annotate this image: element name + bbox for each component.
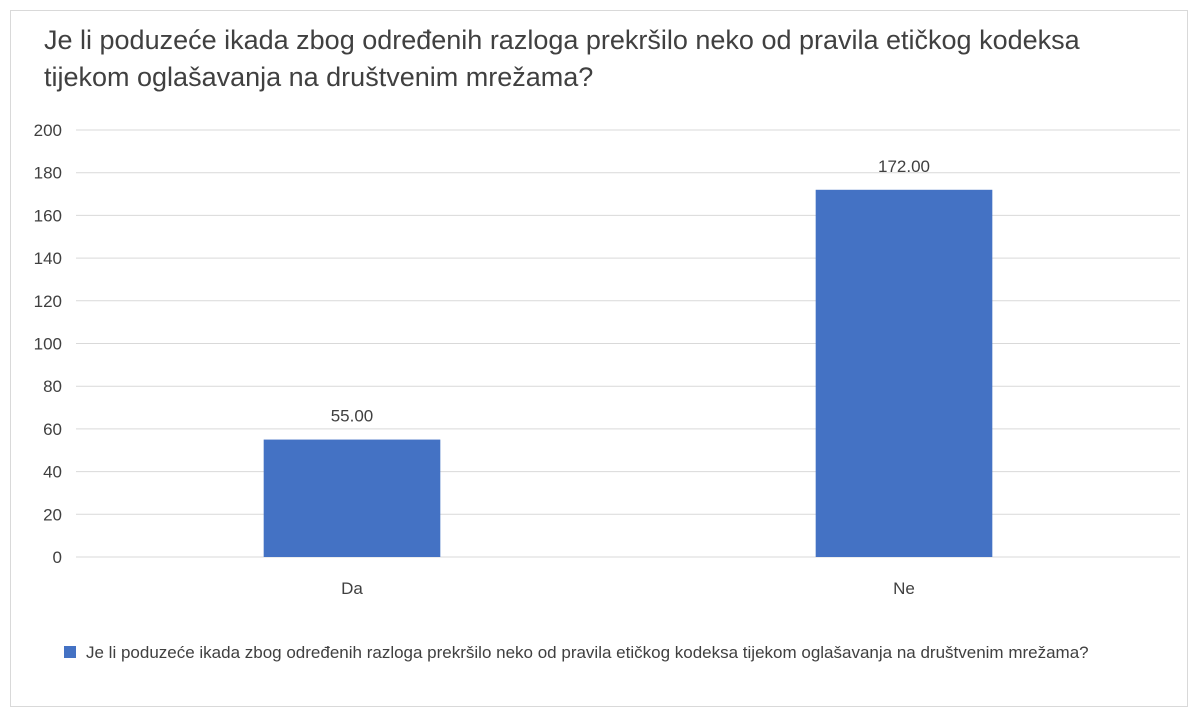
gridlines	[76, 129, 1180, 558]
y-tick-label: 40	[43, 463, 62, 482]
x-tick-label: Ne	[893, 579, 915, 598]
data-label: 55.00	[331, 407, 374, 426]
y-tick-label: 60	[43, 420, 62, 439]
bar	[815, 189, 993, 557]
bars	[263, 189, 993, 557]
chart-title: Je li poduzeće ikada zbog određenih razl…	[44, 25, 1080, 92]
legend: Je li poduzeće ikada zbog određenih razl…	[64, 641, 1154, 664]
data-labels: 55.00 172.00	[331, 157, 930, 426]
y-tick-label: 120	[34, 292, 62, 311]
y-tick-label: 140	[34, 249, 62, 268]
x-tick-label: Da	[341, 579, 363, 598]
bar	[263, 439, 441, 557]
y-axis-ticks: 0 20 40 60 80 100 120 140 160 180 200	[34, 121, 62, 567]
legend-label: Je li poduzeće ikada zbog određenih razl…	[86, 643, 1089, 662]
y-tick-label: 80	[43, 377, 62, 396]
y-tick-label: 160	[34, 206, 62, 225]
x-axis-ticks: Da Ne	[341, 579, 915, 598]
y-tick-label: 20	[43, 505, 62, 524]
y-tick-label: 200	[34, 121, 62, 140]
data-label: 172.00	[878, 157, 930, 176]
y-tick-label: 100	[34, 335, 62, 354]
legend-swatch	[64, 646, 76, 658]
y-tick-label: 0	[53, 548, 62, 567]
y-tick-label: 180	[34, 164, 62, 183]
